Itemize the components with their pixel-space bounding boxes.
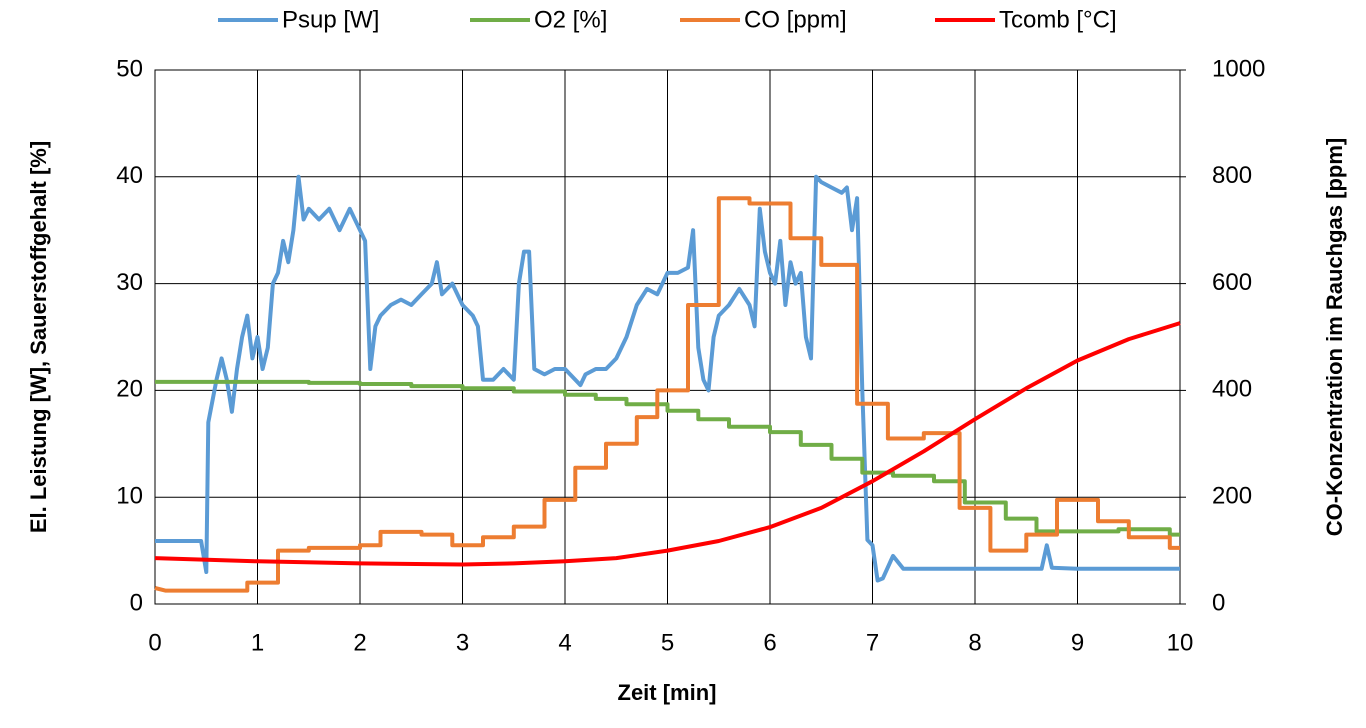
x-tick-label: 8: [968, 629, 981, 656]
y-tick-label: 0: [130, 589, 143, 616]
x-tick-label: 2: [353, 629, 366, 656]
x-tick-label: 10: [1167, 629, 1194, 656]
legend-label: Psup [W]: [282, 6, 379, 33]
x-tick-label: 5: [661, 629, 674, 656]
x-tick-label: 3: [456, 629, 469, 656]
series-line: [155, 174, 1180, 583]
y-tick-label: 10: [116, 483, 143, 510]
x-tick-label: 1: [251, 629, 264, 656]
plot-frame: [154, 69, 1181, 605]
x-tick-label: 6: [763, 629, 776, 656]
x-tick-label: 9: [1071, 629, 1084, 656]
legend-label: CO [ppm]: [744, 6, 847, 33]
series-line: [155, 379, 1180, 537]
x-tick-label: 4: [558, 629, 571, 656]
series-line: [154, 321, 1181, 567]
y2-axis-label: CO-Konzentration im Rauchgas [ppm]: [1322, 138, 1347, 536]
y2-tick-label: 0: [1212, 589, 1225, 616]
series-line: [154, 196, 1180, 593]
y2-tick-label: 1000: [1212, 55, 1265, 82]
y-tick-label: 20: [116, 376, 143, 403]
y2-tick-label: 200: [1212, 483, 1252, 510]
y-tick-label: 30: [116, 269, 143, 296]
y2-tick-label: 400: [1212, 376, 1252, 403]
x-axis-label: Zeit [min]: [618, 680, 717, 705]
y-tick-label: 40: [116, 162, 143, 189]
legend-label: O2 [%]: [534, 6, 607, 33]
y-tick-label: 50: [116, 55, 143, 82]
x-tick-label: 0: [148, 629, 161, 656]
y2-tick-label: 600: [1212, 269, 1252, 296]
x-tick-label: 7: [866, 629, 879, 656]
legend-label: Tcomb [°C]: [999, 6, 1117, 33]
y-axis-label: El. Leistung [W], Sauerstoffgehalt [%]: [26, 141, 51, 533]
y2-tick-label: 800: [1212, 162, 1252, 189]
